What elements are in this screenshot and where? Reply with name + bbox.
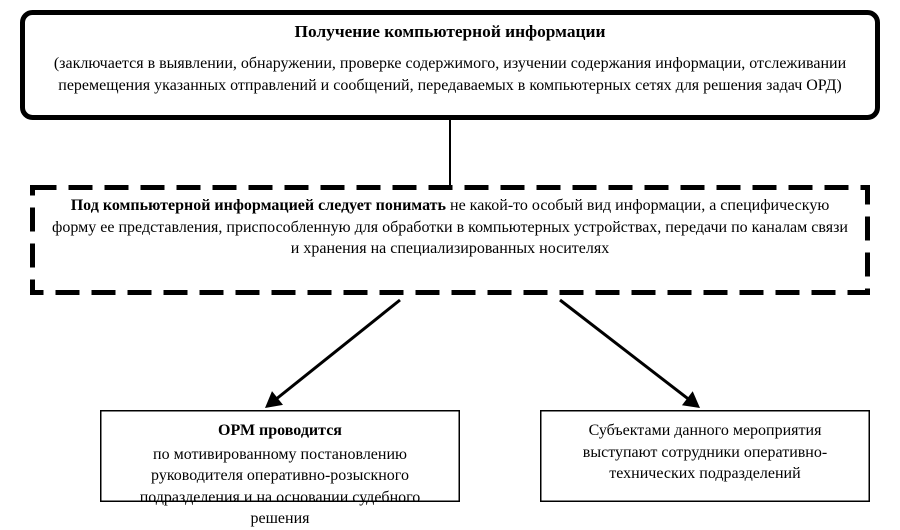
node-bottom-right: Субъектами данного мероприятия выступают…: [540, 410, 870, 502]
node-middle-body: Под компьютерной информацией следует пон…: [48, 195, 852, 260]
node-bottom-left-body: по мотивированному постановлению руковод…: [118, 444, 442, 530]
node-bottom-left: ОРМ проводится по мотивированному постан…: [100, 410, 460, 502]
node-middle-bold: Под компьютерной информацией следует пон…: [71, 197, 446, 214]
node-top-body: (заключается в выявлении, обнаружении, п…: [38, 53, 862, 96]
node-bottom-right-body: Субъектами данного мероприятия выступают…: [558, 420, 852, 485]
node-middle: Под компьютерной информацией следует пон…: [30, 185, 870, 295]
node-top-title: Получение компьютерной информации: [38, 20, 862, 43]
diagram-stage: Получение компьютерной информации (заклю…: [0, 0, 900, 513]
node-bottom-left-title: ОРМ проводится: [118, 420, 442, 442]
node-top: Получение компьютерной информации (заклю…: [20, 10, 880, 120]
